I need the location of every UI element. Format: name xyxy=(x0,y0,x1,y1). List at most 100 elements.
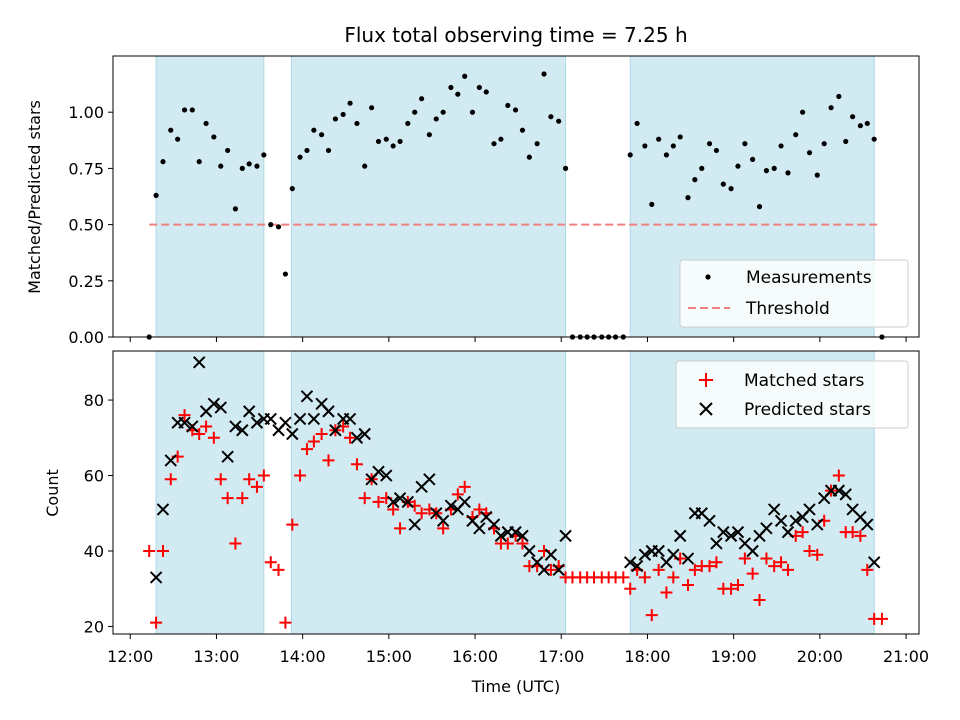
predicted-star-point xyxy=(559,529,572,543)
measurement-point xyxy=(218,163,224,169)
bottom-x-ticks: 12:00 13:00 14:00 15:00 16:00 17:00 18:00 19:00… xyxy=(107,634,929,666)
x-tick-label: 16:00 xyxy=(452,647,498,666)
matched-star-point xyxy=(164,473,177,486)
matched-star-point xyxy=(473,503,486,516)
measurement-point xyxy=(275,224,282,230)
matched-star-point xyxy=(638,571,651,584)
predicted-star-point xyxy=(674,529,687,543)
measurement-point xyxy=(491,141,497,147)
measurement-point xyxy=(354,120,360,127)
measurement-point xyxy=(814,172,820,178)
measurement-point xyxy=(239,165,245,171)
predicted-star-point xyxy=(867,556,881,569)
predicted-star-point xyxy=(156,503,170,516)
measurement-points xyxy=(146,71,885,340)
predicted-star-point xyxy=(544,548,558,561)
predicted-star-point xyxy=(242,405,256,418)
matched-star-point xyxy=(150,616,163,629)
measurement-point xyxy=(232,206,239,212)
legend-measurement-marker xyxy=(705,274,711,280)
measurement-point xyxy=(405,120,411,127)
matched-star-point xyxy=(645,609,658,622)
predicted-star-point xyxy=(423,473,436,486)
predicted-star-point xyxy=(537,563,551,577)
measurement-point xyxy=(462,73,468,79)
legend-predicted-marker xyxy=(699,402,713,416)
predicted-star-point xyxy=(221,450,234,463)
top-legend: Measurements Threshold xyxy=(679,259,909,328)
predicted-star-point xyxy=(703,514,716,528)
matched-star-point xyxy=(143,544,156,557)
matched-star-point xyxy=(710,556,723,569)
measurement-point xyxy=(642,143,648,149)
predicted-star-point xyxy=(380,469,393,482)
measurement-point xyxy=(153,192,159,198)
measurement-point xyxy=(211,134,217,140)
top-y-tick-label: 0.25 xyxy=(68,272,104,291)
measurement-point xyxy=(246,161,252,167)
measurement-point xyxy=(160,159,166,165)
measurement-point xyxy=(562,165,569,171)
x-tick-label: 21:00 xyxy=(883,647,929,666)
matched-star-point xyxy=(811,548,824,561)
predicted-star-point xyxy=(781,525,795,539)
predicted-star-point xyxy=(638,548,652,561)
matched-star-point xyxy=(286,518,299,531)
bottom-y-tick-label: 40 xyxy=(84,542,104,561)
bottom-y-tick-label: 20 xyxy=(84,617,104,636)
matched-star-point xyxy=(344,431,357,444)
matched-star-point xyxy=(781,563,794,576)
chart-title: Flux total observing time = 7.25 h xyxy=(344,23,687,47)
matched-star-point xyxy=(652,563,665,576)
measurement-point xyxy=(793,132,799,138)
measurement-point xyxy=(763,168,770,174)
predicted-star-point xyxy=(630,559,644,573)
predicted-star-point xyxy=(624,556,637,569)
measurement-point xyxy=(289,186,295,192)
predicted-star-point xyxy=(774,514,788,528)
matched-star-point xyxy=(681,578,694,591)
matched-star-point xyxy=(257,469,270,482)
measurement-point xyxy=(526,154,532,160)
measurement-point xyxy=(340,111,346,118)
measurement-point xyxy=(627,152,633,158)
bottom-y-tick-label: 80 xyxy=(84,391,104,410)
matched-star-point xyxy=(221,492,234,505)
x-tick-label: 13:00 xyxy=(193,647,239,666)
matched-star-point xyxy=(501,537,514,550)
legend-measurements-label: Measurements xyxy=(746,268,872,288)
matched-star-point xyxy=(207,431,220,444)
matched-star-point xyxy=(315,428,328,441)
measurement-point xyxy=(476,84,482,91)
measurement-point xyxy=(656,136,662,142)
predicted-star-point xyxy=(509,525,522,539)
matched-star-point xyxy=(768,560,781,573)
top-y-tick-label: 0.75 xyxy=(68,159,104,178)
top-y-ticks: 0.00 0.25 0.50 0.75 1.00 xyxy=(68,103,113,347)
predicted-star-point xyxy=(322,405,335,418)
measurement-point xyxy=(750,156,756,163)
matched-star-point xyxy=(624,582,637,595)
predicted-star-point xyxy=(149,571,163,584)
measurement-point xyxy=(864,120,870,127)
bottom-legend: Matched stars Predicted stars xyxy=(675,360,909,429)
predicted-star-point xyxy=(307,412,321,426)
measurement-point xyxy=(556,118,562,124)
measurement-point xyxy=(534,141,540,147)
matched-star-point xyxy=(516,537,529,550)
measurement-point xyxy=(771,165,777,171)
measurement-point xyxy=(512,107,519,113)
predicted-star-point xyxy=(343,412,357,426)
measurement-point xyxy=(498,136,504,142)
measurement-point xyxy=(685,195,691,201)
predicted-star-point xyxy=(494,529,508,543)
measurement-point xyxy=(469,109,476,115)
predicted-star-point xyxy=(250,416,264,429)
matched-star-point xyxy=(796,526,809,539)
matched-star-point xyxy=(358,492,371,505)
observing-window-0 xyxy=(155,350,265,635)
predicted-star-point xyxy=(329,424,342,437)
top-legend-box xyxy=(679,259,909,328)
predicted-star-point xyxy=(393,491,407,505)
